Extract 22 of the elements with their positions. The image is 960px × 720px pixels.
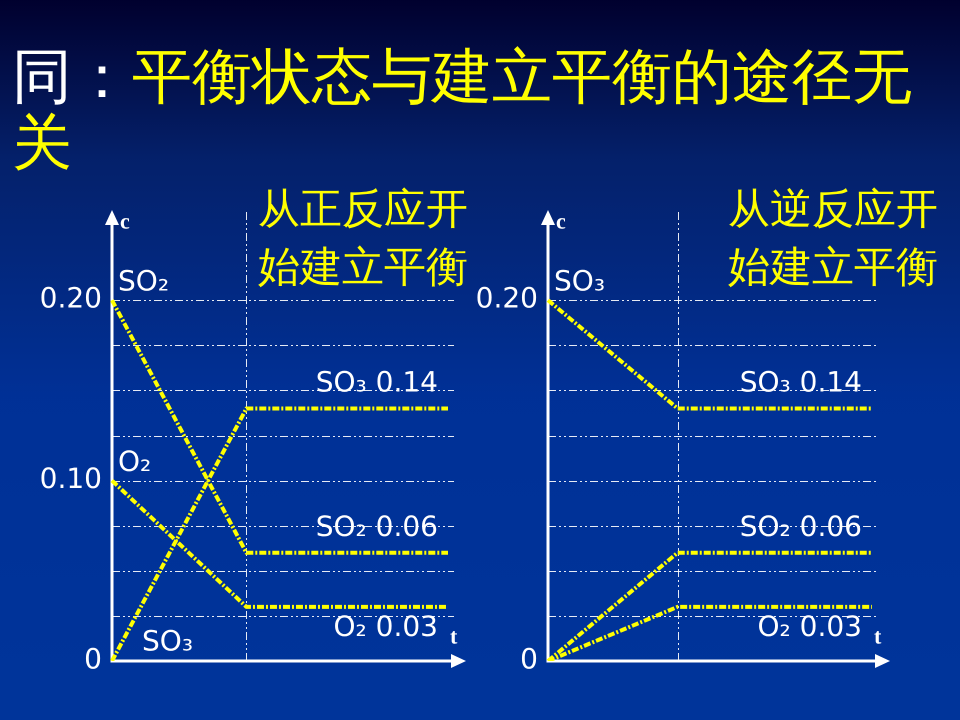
y-axis-title: c (120, 208, 130, 234)
y-tick-label: 0.20 (476, 281, 538, 314)
chart-title: 从逆反应开始建立平衡 (728, 183, 939, 293)
x-axis-title: t (450, 624, 458, 649)
chart-title: 从正反应开始建立平衡 (258, 183, 469, 293)
annotation: SO₂ 0.06 (740, 510, 862, 544)
x-axis-title: t (874, 624, 882, 649)
series-label: SO₃ (142, 624, 194, 658)
y-tick-label: 0.20 (40, 281, 102, 314)
text: 同：平衡状态与建立平衡的途径无关 (12, 42, 912, 178)
y-axis-title: c (556, 208, 566, 234)
series-label: SO₂ (118, 264, 170, 298)
series-label: O₂ (118, 444, 152, 478)
y-tick-label: 0 (520, 642, 538, 676)
annotation: O₂ 0.03 (333, 610, 438, 644)
y-tick-label: 0.10 (40, 462, 102, 495)
annotation: O₂ 0.03 (757, 610, 862, 644)
y-tick-label: 0 (84, 642, 102, 676)
annotation: SO₂ 0.06 (316, 510, 438, 544)
annotation: SO₃ 0.14 (316, 366, 438, 399)
annotation: SO₃ 0.14 (740, 366, 862, 399)
series-label: SO₃ (554, 264, 606, 298)
